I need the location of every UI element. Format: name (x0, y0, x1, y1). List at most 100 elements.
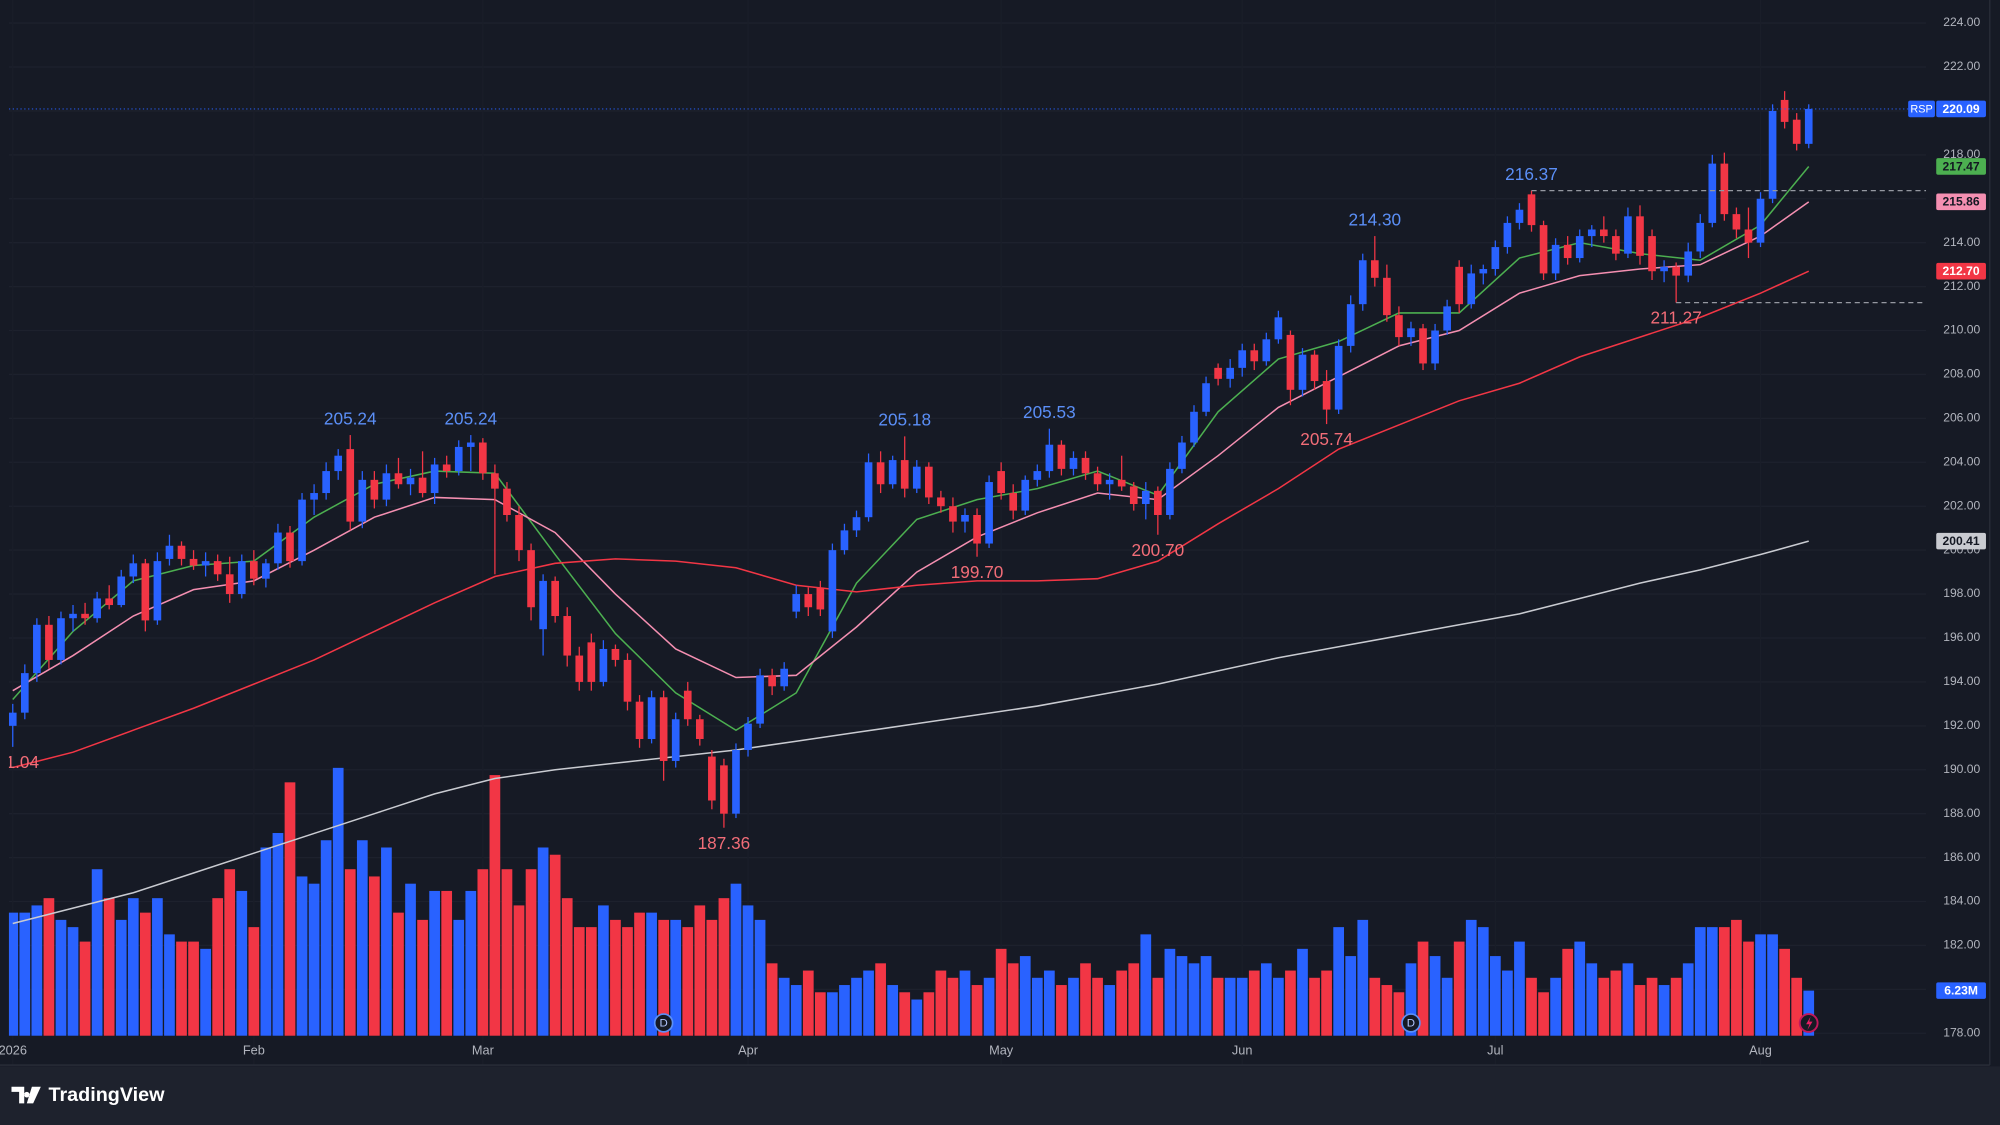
candle-body (262, 563, 270, 579)
candle-body (1600, 229, 1608, 237)
candle-body (141, 563, 150, 621)
volume-bar (947, 977, 959, 1036)
candle-body (466, 442, 475, 447)
volume-bar (103, 898, 115, 1036)
candle-body (1166, 468, 1174, 515)
volume-bar (1719, 927, 1730, 1036)
candle-body (1720, 163, 1729, 215)
candle-body (491, 473, 499, 489)
candle-body (780, 668, 789, 687)
candle-body (551, 580, 559, 617)
high-label: 205.53 (1023, 402, 1076, 422)
candle-body (1732, 214, 1741, 230)
volume-bar (381, 847, 392, 1036)
candle-body (1563, 244, 1572, 259)
candle-body (623, 659, 632, 702)
high-label: 205.18 (878, 410, 931, 430)
price-axis: 178.00180.00182.00184.00186.00188.00190.… (0, 15, 1986, 1057)
volume-bar (1417, 941, 1429, 1036)
candle-body (1696, 222, 1705, 252)
volume-bar (1345, 956, 1357, 1036)
volume-bar (1369, 977, 1381, 1036)
volume-bar (899, 992, 911, 1036)
candle-body (1431, 330, 1439, 364)
volume-bar (1116, 970, 1128, 1036)
price-tag (1936, 158, 1986, 175)
candle-body (1636, 216, 1644, 256)
candle-body (816, 587, 825, 610)
volume-bar (369, 876, 380, 1036)
candle-body (129, 563, 138, 577)
volume-bar (1236, 977, 1248, 1036)
volume-bar (31, 905, 43, 1036)
high-label: 216.37 (1505, 164, 1558, 184)
footer (0, 1066, 2000, 1125)
x-tick-label: 2026 (0, 1042, 27, 1057)
candle-body (1154, 490, 1162, 515)
candle-body (1178, 442, 1186, 469)
logo[interactable]: TradingView (11, 1084, 165, 1106)
candle-body (358, 479, 367, 522)
volume-bar (465, 890, 477, 1036)
event-marker[interactable] (1798, 1013, 1819, 1033)
high-label: 205.24 (324, 408, 377, 428)
candle-body (756, 675, 764, 724)
volume-bar (1767, 934, 1778, 1036)
candle-body (1129, 486, 1138, 505)
volume-bar (1333, 927, 1345, 1036)
volume-bar (513, 905, 525, 1036)
logo-icon (11, 1086, 41, 1104)
volume-bar (405, 883, 416, 1036)
candle-body (274, 532, 282, 564)
volume-bar (1128, 963, 1140, 1036)
volume-tag (1936, 982, 1986, 999)
candle-body (1455, 266, 1464, 305)
volume-bar (887, 985, 899, 1036)
high-label: 214.30 (1348, 209, 1401, 229)
x-tick-label: Jun (1232, 1042, 1253, 1057)
candles (8, 91, 1813, 828)
volume-bar (1658, 985, 1670, 1036)
volume-bar (995, 948, 1007, 1036)
candle-body (527, 550, 535, 608)
volume-bar (1068, 977, 1079, 1036)
candle-body (81, 613, 89, 619)
price-tag (1936, 100, 1986, 118)
candle-body (1419, 328, 1427, 364)
y-tick-label: 188.00 (1943, 806, 1980, 820)
y-tick-label: 192.00 (1943, 718, 1980, 732)
event-label: D (1407, 1018, 1415, 1030)
volume-bar (224, 869, 236, 1036)
moving-average-line (12, 270, 1810, 769)
candle-body (1684, 251, 1693, 276)
candle-body (1081, 457, 1090, 474)
volume-bar (658, 919, 670, 1036)
y-tick-label: 202.00 (1943, 498, 1980, 512)
y-tick-label: 190.00 (1943, 762, 1980, 776)
volume-bar (308, 883, 320, 1036)
volume-bar (1706, 927, 1718, 1036)
volume-bar (1188, 963, 1200, 1036)
y-tick-label: 196.00 (1943, 630, 1980, 644)
candle-body (286, 532, 294, 562)
candle-body (20, 673, 29, 713)
candle-body (1057, 444, 1066, 469)
volume-bar (1694, 927, 1706, 1036)
candle-body (587, 642, 596, 682)
candle-body (406, 477, 415, 485)
volume-bar (236, 890, 248, 1036)
volume-bar (188, 941, 199, 1036)
candle-body (418, 477, 427, 494)
candle-body (1202, 383, 1210, 412)
candle-body (888, 460, 897, 485)
moving-average-line (12, 165, 1810, 732)
x-tick-label: Apr (738, 1042, 759, 1057)
volume-bar (152, 898, 163, 1036)
volume-bar (8, 912, 19, 1036)
candle-body (310, 493, 318, 500)
volume-bar (959, 970, 971, 1036)
candle-body (1804, 108, 1813, 144)
x-tick-label: Aug (1749, 1042, 1772, 1057)
low-label: 199.70 (951, 562, 1004, 582)
candle-body (1792, 119, 1801, 144)
